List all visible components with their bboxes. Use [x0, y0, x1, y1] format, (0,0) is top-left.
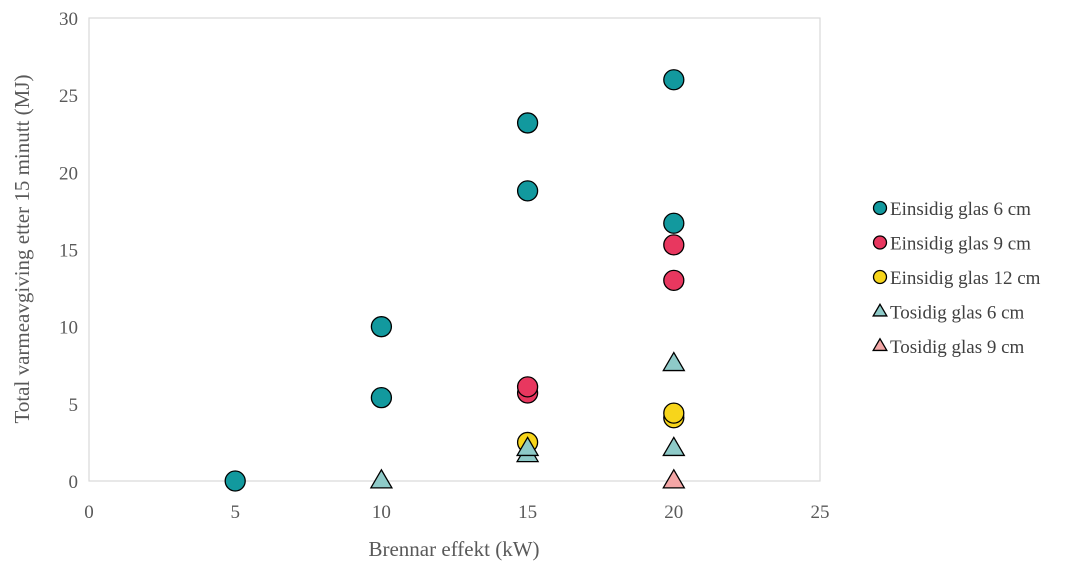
data-point	[662, 468, 686, 489]
data-point	[663, 69, 685, 91]
x-tick-label: 0	[84, 502, 94, 523]
data-point	[224, 470, 246, 492]
data-point	[515, 436, 540, 457]
x-tick-label: 20	[664, 502, 683, 523]
tick-labels: 0 5 10 15 20 25 0 5 10 15 20 25 30	[59, 9, 830, 523]
y-tick-label: 0	[69, 472, 79, 493]
legend-marker	[872, 200, 888, 216]
data-point	[663, 212, 685, 234]
data-point	[369, 468, 394, 489]
y-tick-label: 10	[59, 318, 78, 339]
data-point	[663, 269, 685, 292]
legend-label: Einsidig glas 12 cm	[890, 268, 1041, 289]
data-point	[370, 387, 393, 409]
data-point	[516, 180, 539, 202]
y-tick-label: 15	[59, 241, 78, 262]
data-point	[663, 234, 685, 256]
data-point	[516, 112, 539, 134]
x-tick-label: 15	[518, 502, 537, 523]
plot-area	[88, 17, 821, 482]
y-axis-title: Total varmeavgiving etter 15 minutt (MJ)	[10, 74, 34, 423]
legend-item: Einsidig glas 12 cm	[872, 268, 1041, 289]
data-point	[663, 402, 685, 424]
legend-item: Einsidig glas 6 cm	[872, 199, 1031, 220]
y-tick-label: 5	[69, 395, 79, 416]
y-tick-label: 30	[59, 9, 78, 30]
legend-marker	[872, 302, 888, 317]
legend: Einsidig glas 6 cm Einsidig glas 9 cm Eins…	[872, 199, 1041, 358]
data-point	[662, 351, 686, 372]
y-tick-label: 25	[59, 86, 78, 107]
legend-label: Einsidig glas 6 cm	[890, 199, 1031, 220]
legend-marker	[872, 235, 888, 250]
legend-label: Tosidig glas 9 cm	[890, 337, 1025, 358]
legend-marker	[872, 337, 888, 352]
x-tick-label: 25	[811, 502, 830, 523]
legend-item: Einsidig glas 9 cm	[872, 234, 1031, 255]
legend-marker	[872, 269, 888, 285]
data-point	[370, 316, 393, 338]
data-point	[662, 436, 686, 457]
x-axis-title: Brennar effekt (kW)	[368, 537, 539, 561]
legend-item: Tosidig glas 6 cm	[872, 302, 1025, 324]
legend-item: Tosidig glas 9 cm	[872, 337, 1025, 358]
data-point	[516, 376, 539, 398]
data-points	[224, 69, 686, 492]
x-tick-label: 10	[372, 502, 391, 523]
x-tick-label: 5	[230, 502, 240, 523]
y-tick-label: 20	[59, 163, 78, 184]
legend-label: Tosidig glas 6 cm	[890, 303, 1025, 324]
legend-label: Einsidig glas 9 cm	[890, 234, 1031, 255]
